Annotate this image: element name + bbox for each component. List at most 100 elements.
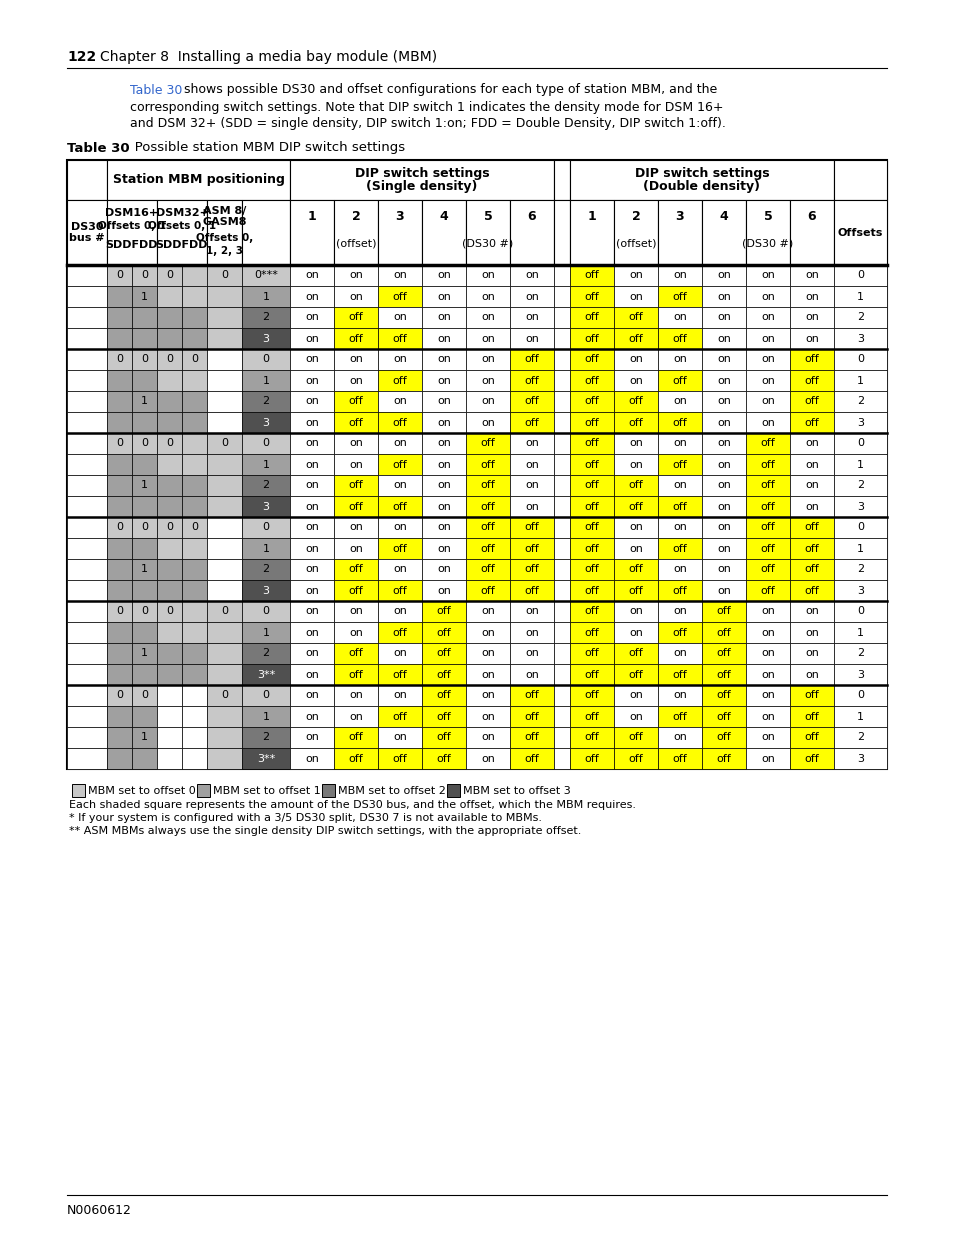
Bar bbox=[207, 706, 242, 727]
Bar bbox=[107, 706, 132, 727]
Text: 2: 2 bbox=[856, 564, 863, 574]
Text: off: off bbox=[672, 291, 687, 301]
Bar bbox=[745, 412, 789, 433]
Bar bbox=[745, 559, 789, 580]
Bar bbox=[107, 266, 132, 287]
Text: off: off bbox=[480, 585, 495, 595]
Text: 1: 1 bbox=[262, 375, 269, 385]
Text: 1: 1 bbox=[141, 648, 148, 658]
Text: on: on bbox=[480, 732, 495, 742]
Text: on: on bbox=[305, 333, 318, 343]
Bar bbox=[290, 433, 334, 454]
Text: on: on bbox=[436, 501, 451, 511]
Bar bbox=[132, 664, 157, 685]
Text: on: on bbox=[393, 480, 407, 490]
Bar bbox=[421, 370, 465, 391]
Bar bbox=[107, 329, 132, 350]
Text: 1: 1 bbox=[587, 210, 596, 222]
Bar bbox=[658, 748, 701, 769]
Bar bbox=[569, 538, 614, 559]
Bar bbox=[377, 412, 421, 433]
Bar bbox=[833, 748, 886, 769]
Bar bbox=[465, 308, 510, 329]
Bar bbox=[745, 496, 789, 517]
Text: off: off bbox=[436, 732, 451, 742]
Bar bbox=[290, 329, 334, 350]
Bar bbox=[789, 559, 833, 580]
Bar bbox=[67, 200, 107, 266]
Bar bbox=[207, 266, 242, 287]
Bar bbox=[182, 412, 207, 433]
Text: on: on bbox=[393, 690, 407, 700]
Bar bbox=[789, 622, 833, 643]
Text: 0: 0 bbox=[221, 270, 228, 280]
Bar bbox=[67, 308, 107, 329]
Text: on: on bbox=[349, 459, 362, 469]
Text: on: on bbox=[760, 291, 774, 301]
Bar bbox=[833, 706, 886, 727]
Bar bbox=[789, 433, 833, 454]
Bar bbox=[132, 685, 157, 706]
Bar bbox=[554, 350, 569, 370]
Text: 2: 2 bbox=[262, 732, 270, 742]
Text: off: off bbox=[584, 375, 598, 385]
Text: off: off bbox=[584, 585, 598, 595]
Bar bbox=[789, 748, 833, 769]
Bar bbox=[465, 706, 510, 727]
Bar bbox=[207, 580, 242, 601]
Text: off: off bbox=[584, 564, 598, 574]
Text: off: off bbox=[584, 333, 598, 343]
Bar bbox=[569, 200, 614, 266]
Text: on: on bbox=[673, 396, 686, 406]
Bar bbox=[569, 496, 614, 517]
Bar bbox=[182, 622, 207, 643]
Text: 1: 1 bbox=[856, 459, 863, 469]
Text: on: on bbox=[804, 669, 818, 679]
Text: off: off bbox=[584, 438, 598, 448]
Bar bbox=[242, 496, 290, 517]
Text: on: on bbox=[393, 312, 407, 322]
Bar bbox=[377, 517, 421, 538]
Text: on: on bbox=[436, 522, 451, 532]
Text: off: off bbox=[716, 732, 731, 742]
Bar bbox=[510, 580, 554, 601]
Text: off: off bbox=[584, 711, 598, 721]
Text: on: on bbox=[305, 732, 318, 742]
Bar bbox=[107, 643, 132, 664]
Bar bbox=[71, 784, 85, 797]
Bar bbox=[701, 496, 745, 517]
Text: off: off bbox=[524, 396, 538, 406]
Bar bbox=[701, 200, 745, 266]
Bar bbox=[614, 496, 658, 517]
Bar bbox=[789, 454, 833, 475]
Bar bbox=[510, 664, 554, 685]
Bar bbox=[377, 664, 421, 685]
Bar bbox=[242, 200, 290, 266]
Bar bbox=[107, 601, 132, 622]
Bar bbox=[745, 706, 789, 727]
Text: off: off bbox=[348, 417, 363, 427]
Text: Chapter 8  Installing a media bay module (MBM): Chapter 8 Installing a media bay module … bbox=[100, 49, 436, 64]
Bar bbox=[334, 601, 377, 622]
Bar bbox=[658, 287, 701, 308]
Bar bbox=[107, 287, 132, 308]
Text: 1: 1 bbox=[262, 627, 269, 637]
Bar bbox=[67, 266, 107, 287]
Bar bbox=[833, 266, 886, 287]
Text: shows possible DS30 and offset configurations for each type of station MBM, and : shows possible DS30 and offset configura… bbox=[180, 84, 717, 96]
Bar bbox=[569, 580, 614, 601]
Text: 0: 0 bbox=[141, 354, 148, 364]
Bar bbox=[658, 329, 701, 350]
Bar bbox=[554, 748, 569, 769]
Text: 3: 3 bbox=[262, 585, 269, 595]
Text: on: on bbox=[628, 270, 642, 280]
Text: on: on bbox=[628, 459, 642, 469]
Bar bbox=[132, 580, 157, 601]
Bar bbox=[701, 350, 745, 370]
Bar bbox=[465, 538, 510, 559]
Text: on: on bbox=[760, 375, 774, 385]
Bar bbox=[132, 727, 157, 748]
Bar bbox=[701, 266, 745, 287]
Text: on: on bbox=[349, 690, 362, 700]
Text: off: off bbox=[348, 564, 363, 574]
